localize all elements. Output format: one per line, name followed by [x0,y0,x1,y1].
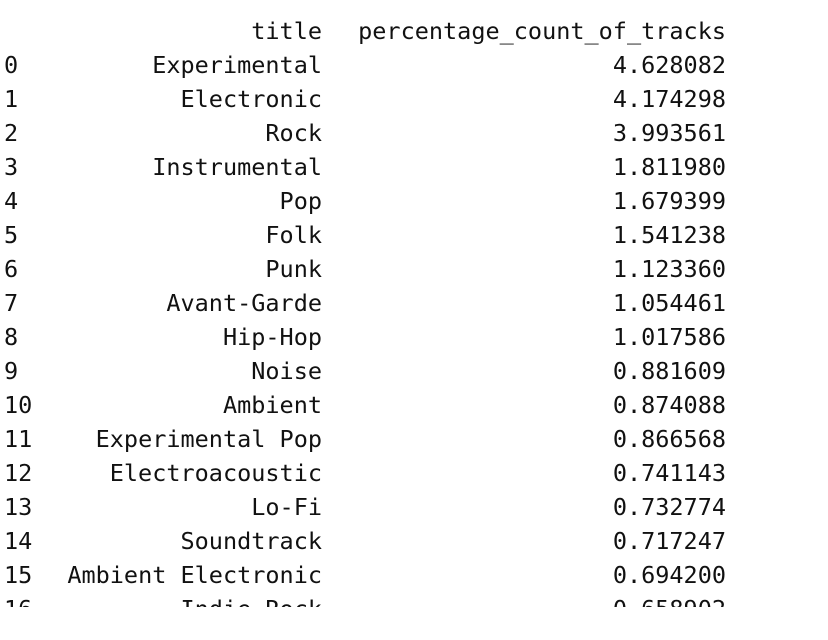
row-title: Lo-Fi [251,493,322,521]
table-row: 4 Pop 1.679399 [4,184,726,218]
row-index: 7 [4,289,19,317]
row-title: Ambient [222,391,322,419]
row-percentage: 0.658902 [352,592,726,607]
row-title: Electronic [180,85,322,113]
table-row: 1 Electronic 4.174298 [4,82,726,116]
row-percentage: 1.541238 [612,221,726,249]
row-title: Experimental [152,51,322,79]
row-index: 16 [4,592,62,607]
row-index: 15 [4,561,33,589]
row-index: 14 [4,527,33,555]
row-percentage: 0.694200 [612,561,726,589]
row-title: Noise [251,357,322,385]
row-title: Instrumental [152,153,322,181]
row-index: 6 [4,255,19,283]
row-title: Avant-Garde [166,289,322,317]
row-percentage: 1.811980 [612,153,726,181]
index-header [4,14,62,48]
row-percentage: 4.628082 [612,51,726,79]
row-percentage: 0.732774 [612,493,726,521]
header-row: title percentage_count_of_tracks [4,14,726,48]
row-index: 2 [4,119,19,147]
row-percentage: 0.717247 [612,527,726,555]
table-row: 6 Punk 1.123360 [4,252,726,286]
row-index: 5 [4,221,19,249]
row-title: Soundtrack [180,527,322,555]
table-row: 14 Soundtrack 0.717247 [4,524,726,558]
table-row: 10 Ambient 0.874088 [4,388,726,422]
row-index: 3 [4,153,19,181]
row-title: Punk [265,255,322,283]
table-row: 8 Hip-Hop 1.017586 [4,320,726,354]
row-title: Experimental Pop [95,425,322,453]
row-title: Pop [279,187,322,215]
dataframe-output: title percentage_count_of_tracks 0 Exper… [4,14,726,607]
row-percentage: 1.679399 [612,187,726,215]
row-title: Ambient Electronic [67,561,322,589]
row-title: Electroacoustic [109,459,322,487]
row-index: 11 [4,425,33,453]
row-index: 9 [4,357,19,385]
row-index: 13 [4,493,33,521]
row-percentage: 4.174298 [612,85,726,113]
column-header-percentage: percentage_count_of_tracks [358,17,726,45]
row-title: Folk [265,221,322,249]
row-title: Hip-Hop [222,323,322,351]
row-title: Indie-Rock [62,592,322,607]
row-percentage: 0.881609 [612,357,726,385]
table-row: 3 Instrumental 1.811980 [4,150,726,184]
table-row: 15 Ambient Electronic 0.694200 [4,558,726,592]
row-index: 1 [4,85,19,113]
table-row: 5 Folk 1.541238 [4,218,726,252]
row-percentage: 0.874088 [612,391,726,419]
table-body: 0 Experimental 4.628082 1 Electronic 4.1… [4,48,726,607]
table-row: 2 Rock 3.993561 [4,116,726,150]
table-row: 12 Electroacoustic 0.741143 [4,456,726,490]
row-percentage: 1.017586 [612,323,726,351]
row-percentage: 0.741143 [612,459,726,487]
row-index: 12 [4,459,33,487]
table-row: 7 Avant-Garde 1.054461 [4,286,726,320]
table-row: 16 Indie-Rock 0.658902 [4,592,726,607]
column-header-title: title [251,17,322,45]
row-title: Rock [265,119,322,147]
table-row: 9 Noise 0.881609 [4,354,726,388]
row-percentage: 1.054461 [612,289,726,317]
row-percentage: 3.993561 [612,119,726,147]
row-index: 10 [4,391,33,419]
row-index: 4 [4,187,19,215]
table-row: 11 Experimental Pop 0.866568 [4,422,726,456]
dataframe-table: title percentage_count_of_tracks 0 Exper… [4,14,726,607]
row-percentage: 1.123360 [612,255,726,283]
table-row: 0 Experimental 4.628082 [4,48,726,82]
row-percentage: 0.866568 [612,425,726,453]
table-row: 13 Lo-Fi 0.732774 [4,490,726,524]
row-index: 0 [4,51,19,79]
row-index: 8 [4,323,19,351]
